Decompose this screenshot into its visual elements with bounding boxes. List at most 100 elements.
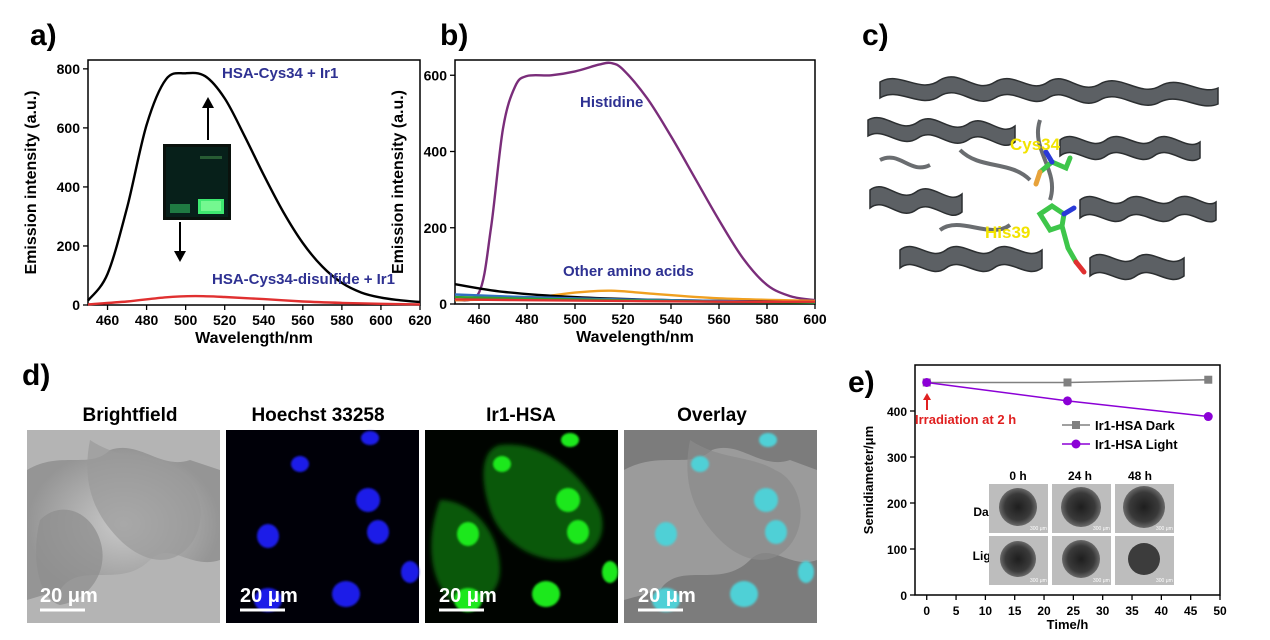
plot-frame-e (914, 364, 1221, 596)
x-tick-label: 600 (369, 312, 393, 328)
x-tick-label: 50 (1213, 604, 1227, 618)
x-tick-label: 5 (953, 604, 960, 618)
x-tick-label: 500 (174, 312, 198, 328)
x-tick-label: 10 (979, 604, 993, 618)
panel-a-annotation-top: HSA-Cys34 + Ir1 (222, 65, 338, 82)
x-tick-label: 540 (659, 311, 683, 327)
plot-frame-b (454, 59, 816, 305)
panel-e-axes: 0 5 10 15 20 25 30 35 40 45 50 0 100 200 300 400 Time/h S… (861, 364, 1227, 632)
x-tick-label: 15 (1008, 604, 1022, 618)
y-axis-label: Emission intensity (a.u.) (23, 90, 40, 274)
svg-text:300 μm: 300 μm (1030, 578, 1047, 584)
x-tick-label: 25 (1067, 604, 1081, 618)
y-tick-label: 200 (424, 220, 448, 236)
y-tick-label: 400 (424, 144, 448, 160)
y-tick-label: 200 (57, 238, 81, 254)
x-tick-label: 460 (96, 312, 120, 328)
legend-marker (1071, 439, 1081, 449)
svg-text:300 μm: 300 μm (1156, 526, 1173, 532)
x-tick-label: 540 (252, 312, 276, 328)
panel-a-axes: 460 480 500 520 540 560 580 600 620 0 200 400 600 800… (23, 59, 432, 347)
spheroid-dark-0h: 300 μm (989, 484, 1048, 533)
image-title-overlay: Overlay (677, 405, 747, 426)
panel-b-axes: 460 480 500 520 540 560 580 600 0 200 400 600 Wavele… (390, 59, 827, 346)
spheroid-light-48h: 300 μm (1115, 536, 1174, 585)
residue-label-cys34: Cys34 (1010, 135, 1061, 154)
y-axis-label: Semidiameter/μm (861, 426, 876, 534)
inset-col-48h: 48 h (1128, 469, 1152, 483)
data-point-light (1063, 396, 1072, 406)
arrow-down-icon (174, 222, 186, 262)
x-tick-label: 520 (611, 311, 635, 327)
spheroid-inset: 0 h 24 h 48 h Dark Light 300 μm 300 μm 3… (973, 469, 1174, 585)
legend-marker (1072, 421, 1080, 429)
svg-text:300 μm: 300 μm (1093, 526, 1110, 532)
panel-c-label: c) (862, 19, 889, 52)
scale-bar-label-ir1-hsa: 20 μm (439, 585, 497, 607)
y-tick-label: 800 (57, 61, 81, 77)
scale-bar-label-overlay: 20 μm (638, 585, 696, 607)
arrow-up-icon (202, 97, 214, 140)
y-tick-label: 400 (57, 179, 81, 195)
x-axis-label: Wavelength/nm (195, 330, 313, 347)
hoechst-image: 20 μm (226, 430, 419, 623)
data-point-light (922, 377, 932, 387)
spheroid-dark-24h: 300 μm (1052, 484, 1111, 533)
data-point-dark (1204, 375, 1213, 384)
image-title-ir1-hsa: Ir1-HSA (486, 405, 556, 426)
x-tick-label: 45 (1184, 604, 1198, 618)
panel-d: d) Brightfield Hoechst 33258 Ir1-HSA Ove… (22, 359, 817, 623)
panel-b: b) 460 480 500 520 540 560 580 600 0 200 400 600 Wav… (390, 19, 827, 346)
panel-a-annotation-bottom: HSA-Cys34-disulfide + Ir1 (212, 271, 395, 288)
panel-b-label: b) (440, 19, 468, 52)
x-tick-label: 480 (515, 311, 539, 327)
x-tick-label: 40 (1155, 604, 1169, 618)
brightfield-image: 20 μm (27, 430, 220, 623)
x-tick-label: 620 (408, 312, 432, 328)
y-axis-label: Emission intensity (a.u.) (390, 90, 407, 274)
series-line-b-0 (454, 61, 816, 302)
svg-text:300 μm: 300 μm (1030, 526, 1047, 532)
x-tick-label: 560 (291, 312, 315, 328)
legend-label: Ir1-HSA Light (1095, 437, 1178, 452)
x-tick-label: 600 (803, 311, 827, 327)
series-line-b-5 (454, 298, 816, 303)
y-tick-label: 0 (439, 296, 447, 312)
x-tick-label: 580 (755, 311, 779, 327)
x-tick-label: 460 (467, 311, 491, 327)
x-tick-label: 35 (1125, 604, 1139, 618)
panel-c: c) (862, 19, 1224, 300)
overlay-image: 20 μm (624, 430, 817, 623)
residue-label-his39: His39 (985, 223, 1030, 242)
x-tick-label: 30 (1096, 604, 1110, 618)
panel-b-annotation-other: Other amino acids (563, 263, 694, 280)
panel-a-label: a) (30, 19, 57, 52)
irradiation-note: Irradiation at 2 h (915, 412, 1016, 427)
panel-d-label: d) (22, 359, 50, 392)
image-title-hoechst: Hoechst 33258 (251, 405, 384, 426)
y-tick-label: 0 (72, 297, 80, 313)
x-tick-label: 480 (135, 312, 159, 328)
series-line-a-1 (87, 294, 421, 306)
y-tick-label: 400 (887, 405, 907, 419)
inset-col-24h: 24 h (1068, 469, 1092, 483)
panel-a: a) 460 480 500 520 540 560 580 600 620 0 200 400 600… (23, 19, 432, 347)
y-tick-label: 200 (887, 497, 907, 511)
svg-text:300 μm: 300 μm (1156, 578, 1173, 584)
x-tick-label: 580 (330, 312, 354, 328)
plot-frame-a (87, 59, 421, 306)
data-point-dark (1063, 378, 1072, 387)
legend-label: Ir1-HSA Dark (1095, 418, 1175, 433)
panel-e-label: e) (848, 366, 875, 399)
svg-text:300 μm: 300 μm (1093, 578, 1110, 584)
spheroid-light-0h: 300 μm (989, 536, 1048, 585)
x-tick-label: 500 (563, 311, 587, 327)
image-title-brightfield: Brightfield (83, 405, 178, 426)
spheroid-light-24h: 300 μm (1052, 536, 1111, 585)
y-tick-label: 600 (424, 67, 448, 83)
inset-col-0h: 0 h (1009, 469, 1026, 483)
x-tick-label: 20 (1037, 604, 1051, 618)
panel-b-annotation-histidine: Histidine (580, 94, 643, 111)
series-line-a-0 (87, 71, 421, 304)
